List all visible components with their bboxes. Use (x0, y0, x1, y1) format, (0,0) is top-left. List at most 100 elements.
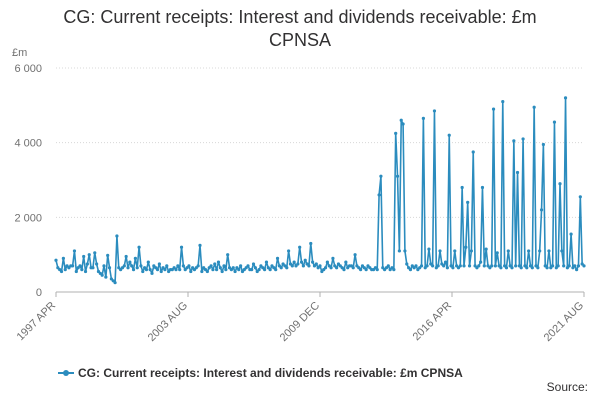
chart-title: CG: Current receipts: Interest and divid… (0, 6, 600, 52)
legend-swatch (58, 368, 74, 378)
data-point (298, 245, 302, 249)
data-point (329, 266, 333, 270)
data-point (218, 266, 222, 270)
data-point (198, 243, 202, 247)
data-point (250, 268, 254, 272)
data-point (226, 253, 230, 257)
data-point (144, 268, 149, 272)
data-point (233, 269, 237, 274)
data-point (237, 268, 241, 272)
data-point (552, 120, 557, 124)
data-point (344, 260, 348, 264)
data-point (83, 269, 88, 274)
data-point (215, 268, 219, 272)
data-point (431, 264, 435, 268)
data-point (538, 249, 542, 253)
data-point (466, 200, 470, 204)
data-point (314, 262, 318, 266)
data-point (150, 271, 154, 275)
data-point (401, 122, 405, 126)
data-point (251, 262, 256, 266)
data-point (447, 133, 451, 137)
data-point (325, 260, 329, 264)
data-point (220, 269, 224, 274)
data-point (157, 262, 161, 266)
data-point (181, 264, 185, 268)
data-point (563, 96, 568, 100)
data-point (155, 268, 160, 272)
y-tick-label: 4 000 (14, 138, 42, 150)
data-point (211, 268, 215, 272)
data-point (414, 264, 418, 268)
data-point (562, 264, 566, 268)
data-point (100, 273, 104, 277)
data-point (405, 262, 409, 266)
data-point (301, 264, 305, 268)
data-point (438, 249, 442, 253)
data-point (139, 264, 143, 268)
data-point (560, 249, 564, 253)
data-point (495, 251, 499, 255)
data-point (351, 266, 355, 270)
x-tick-label: 2021 AUG (542, 300, 586, 344)
data-point (460, 185, 464, 190)
chart-title-line2: CPNSA (268, 30, 331, 50)
data-point (63, 268, 67, 272)
data-point (279, 266, 283, 270)
data-point (578, 195, 582, 199)
data-point (551, 264, 555, 268)
y-tick-label: 0 (36, 287, 42, 299)
data-point (545, 266, 549, 270)
data-point (146, 260, 150, 264)
data-point (421, 116, 425, 120)
data-point (307, 264, 311, 268)
data-point (128, 260, 132, 264)
data-point (311, 260, 315, 264)
y-tick-label: 6 000 (14, 63, 42, 75)
data-point (386, 264, 390, 268)
data-point (394, 131, 398, 135)
data-point (569, 232, 573, 236)
data-point (163, 268, 167, 272)
data-point (264, 260, 269, 264)
data-point (159, 269, 163, 274)
data-point (268, 268, 272, 272)
data-point (331, 256, 335, 260)
data-point (133, 256, 137, 260)
data-point (521, 137, 525, 141)
data-point (504, 266, 509, 270)
data-point (104, 275, 108, 279)
data-point (530, 266, 534, 270)
data-point (377, 193, 381, 197)
data-point (419, 264, 424, 268)
data-point (231, 266, 235, 270)
data-point (558, 182, 562, 186)
data-point (239, 264, 243, 268)
data-point (436, 264, 440, 268)
data-point (196, 264, 200, 268)
data-point (78, 264, 82, 268)
data-point (87, 253, 91, 257)
data-point (501, 100, 505, 104)
data-point (395, 174, 400, 178)
data-point (102, 264, 106, 268)
data-point (59, 269, 64, 274)
data-point (292, 260, 296, 264)
data-point (335, 266, 339, 270)
data-point (131, 268, 136, 272)
data-point (512, 139, 516, 143)
x-tick-label: 2003 AUG (146, 300, 190, 344)
data-point (519, 266, 523, 270)
data-point (253, 266, 257, 270)
data-point (539, 208, 544, 212)
data-point (462, 264, 466, 268)
data-point (213, 262, 217, 266)
data-point (392, 268, 396, 272)
data-point (290, 264, 294, 268)
y-axis-unit-label: £m (12, 47, 27, 59)
data-point (342, 268, 346, 272)
data-point (309, 241, 313, 246)
data-point (445, 266, 449, 270)
data-point (187, 264, 191, 268)
